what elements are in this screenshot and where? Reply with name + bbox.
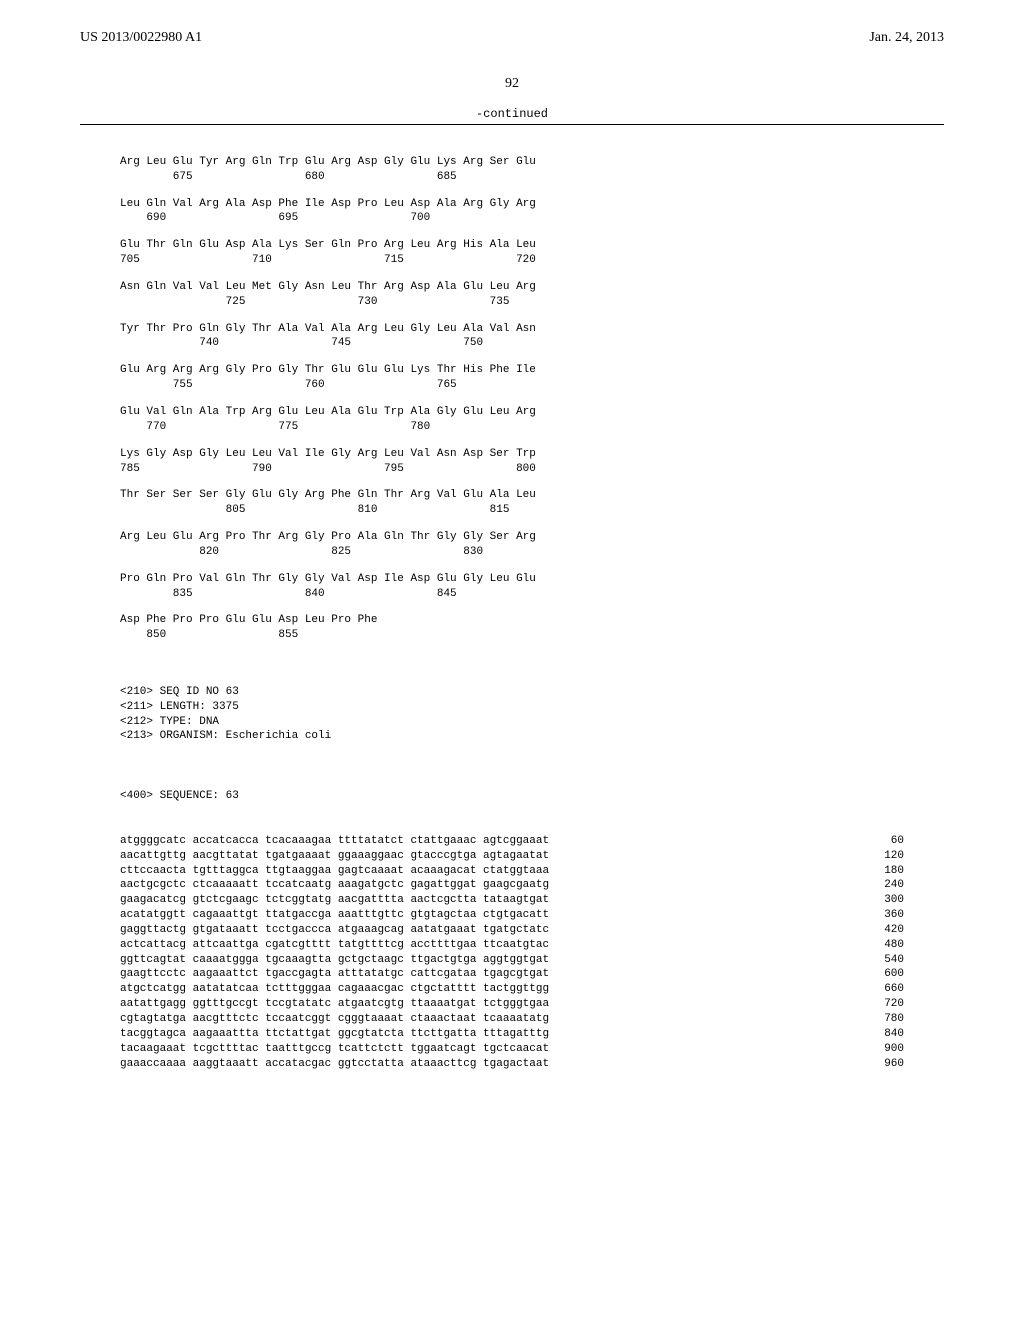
dna-sequence: gaggttactg gtgataaatt tcctgaccca atgaaag… (120, 923, 549, 938)
protein-position-line: 740 745 750 (120, 336, 904, 351)
protein-sequence-line: Glu Val Gln Ala Trp Arg Glu Leu Ala Glu … (120, 405, 904, 420)
dna-sequence: gaagttcctc aagaaattct tgaccgagta atttata… (120, 967, 549, 982)
protein-position-line: 820 825 830 (120, 545, 904, 560)
dna-position: 180 (854, 864, 904, 879)
dna-line: gaagacatcg gtctcgaagc tctcggtatg aacgatt… (120, 893, 904, 908)
dna-sequence: aatattgagg ggtttgccgt tccgtatatc atgaatc… (120, 997, 549, 1012)
seq-header-line: <211> LENGTH: 3375 (120, 700, 904, 715)
dna-position: 360 (854, 908, 904, 923)
dna-sequence: cgtagtatga aacgtttctc tccaatcggt cgggtaa… (120, 1012, 549, 1027)
protein-sequence-line: Arg Leu Glu Arg Pro Thr Arg Gly Pro Ala … (120, 530, 904, 545)
dna-sequence: aacattgttg aacgttatat tgatgaaaat ggaaagg… (120, 849, 549, 864)
dna-position: 600 (854, 967, 904, 982)
seq-header-line: <210> SEQ ID NO 63 (120, 685, 904, 700)
protein-block: Arg Leu Glu Arg Pro Thr Arg Gly Pro Ala … (120, 530, 904, 560)
dna-position: 720 (854, 997, 904, 1012)
dna-position: 240 (854, 878, 904, 893)
seq-header-line: <213> ORGANISM: Escherichia coli (120, 729, 904, 744)
protein-position-line: 690 695 700 (120, 211, 904, 226)
dna-line: tacggtagca aagaaattta ttctattgat ggcgtat… (120, 1027, 904, 1042)
divider (80, 124, 944, 125)
dna-line: atggggcatc accatcacca tcacaaagaa ttttata… (120, 834, 904, 849)
protein-block: Glu Val Gln Ala Trp Arg Glu Leu Ala Glu … (120, 405, 904, 435)
dna-line: ggttcagtat caaaatggga tgcaaagtta gctgcta… (120, 953, 904, 968)
dna-sequence: atggggcatc accatcacca tcacaaagaa ttttata… (120, 834, 549, 849)
protein-sequence-line: Asp Phe Pro Pro Glu Glu Asp Leu Pro Phe (120, 613, 904, 628)
protein-position-line: 705 710 715 720 (120, 253, 904, 268)
dna-sequence: atgctcatgg aatatatcaa tctttgggaa cagaaac… (120, 982, 549, 997)
dna-position: 60 (854, 834, 904, 849)
dna-line: gaagttcctc aagaaattct tgaccgagta atttata… (120, 967, 904, 982)
dna-sequence: tacaagaaat tcgcttttac taatttgccg tcattct… (120, 1042, 549, 1057)
seq-header-line: <212> TYPE: DNA (120, 715, 904, 730)
protein-block: Thr Ser Ser Ser Gly Glu Gly Arg Phe Gln … (120, 488, 904, 518)
dna-sequence: aactgcgctc ctcaaaaatt tccatcaatg aaagatg… (120, 878, 549, 893)
dna-position: 840 (854, 1027, 904, 1042)
protein-sequence-line: Asn Gln Val Val Leu Met Gly Asn Leu Thr … (120, 280, 904, 295)
doc-date: Jan. 24, 2013 (869, 30, 944, 46)
dna-line: aatattgagg ggtttgccgt tccgtatatc atgaatc… (120, 997, 904, 1012)
dna-line: actcattacg attcaattga cgatcgtttt tatgttt… (120, 938, 904, 953)
protein-position-line: 675 680 685 (120, 170, 904, 185)
dna-line: cttccaacta tgtttaggca ttgtaaggaa gagtcaa… (120, 864, 904, 879)
protein-block: Glu Thr Gln Glu Asp Ala Lys Ser Gln Pro … (120, 238, 904, 268)
dna-position: 540 (854, 953, 904, 968)
dna-line: aacattgttg aacgttatat tgatgaaaat ggaaagg… (120, 849, 904, 864)
protein-sequence-line: Arg Leu Glu Tyr Arg Gln Trp Glu Arg Asp … (120, 155, 904, 170)
dna-sequence: tacggtagca aagaaattta ttctattgat ggcgtat… (120, 1027, 549, 1042)
protein-position-line: 805 810 815 (120, 503, 904, 518)
dna-sequence: ggttcagtat caaaatggga tgcaaagtta gctgcta… (120, 953, 549, 968)
protein-sequence-line: Thr Ser Ser Ser Gly Glu Gly Arg Phe Gln … (120, 488, 904, 503)
dna-line: cgtagtatga aacgtttctc tccaatcggt cgggtaa… (120, 1012, 904, 1027)
dna-position: 480 (854, 938, 904, 953)
dna-position: 900 (854, 1042, 904, 1057)
protein-sequence-line: Lys Gly Asp Gly Leu Leu Val Ile Gly Arg … (120, 447, 904, 462)
dna-line: atgctcatgg aatatatcaa tctttgggaa cagaaac… (120, 982, 904, 997)
dna-sequence: gaagacatcg gtctcgaagc tctcggtatg aacgatt… (120, 893, 549, 908)
dna-position: 120 (854, 849, 904, 864)
seq-label: <400> SEQUENCE: 63 (120, 790, 239, 802)
sequence-content: Arg Leu Glu Tyr Arg Gln Trp Glu Arg Asp … (0, 140, 1024, 1086)
protein-sequence-line: Leu Gln Val Arg Ala Asp Phe Ile Asp Pro … (120, 197, 904, 212)
protein-block: Arg Leu Glu Tyr Arg Gln Trp Glu Arg Asp … (120, 155, 904, 185)
dna-sequence: actcattacg attcaattga cgatcgtttt tatgttt… (120, 938, 549, 953)
protein-block: Glu Arg Arg Arg Gly Pro Gly Thr Glu Glu … (120, 363, 904, 393)
protein-block: Lys Gly Asp Gly Leu Leu Val Ile Gly Arg … (120, 447, 904, 477)
protein-position-line: 835 840 845 (120, 587, 904, 602)
protein-sequence-line: Tyr Thr Pro Gln Gly Thr Ala Val Ala Arg … (120, 322, 904, 337)
dna-line: gaggttactg gtgataaatt tcctgaccca atgaaag… (120, 923, 904, 938)
dna-position: 780 (854, 1012, 904, 1027)
page-number: 92 (0, 56, 1024, 107)
protein-sequence-line: Pro Gln Pro Val Gln Thr Gly Gly Val Asp … (120, 572, 904, 587)
protein-block: Tyr Thr Pro Gln Gly Thr Ala Val Ala Arg … (120, 322, 904, 352)
protein-position-line: 755 760 765 (120, 378, 904, 393)
doc-number: US 2013/0022980 A1 (80, 30, 202, 46)
protein-sequence-line: Glu Arg Arg Arg Gly Pro Gly Thr Glu Glu … (120, 363, 904, 378)
dna-sequence: gaaaccaaaa aaggtaaatt accatacgac ggtccta… (120, 1057, 549, 1072)
dna-sequence: acatatggtt cagaaattgt ttatgaccga aaatttg… (120, 908, 549, 923)
protein-block: Asn Gln Val Val Leu Met Gly Asn Leu Thr … (120, 280, 904, 310)
dna-line: gaaaccaaaa aaggtaaatt accatacgac ggtccta… (120, 1057, 904, 1072)
protein-block: Pro Gln Pro Val Gln Thr Gly Gly Val Asp … (120, 572, 904, 602)
dna-line: aactgcgctc ctcaaaaatt tccatcaatg aaagatg… (120, 878, 904, 893)
protein-position-line: 725 730 735 (120, 295, 904, 310)
protein-position-line: 770 775 780 (120, 420, 904, 435)
dna-sequence: cttccaacta tgtttaggca ttgtaaggaa gagtcaa… (120, 864, 549, 879)
continued-label: -continued (0, 107, 1024, 124)
dna-position: 420 (854, 923, 904, 938)
dna-line: acatatggtt cagaaattgt ttatgaccga aaatttg… (120, 908, 904, 923)
dna-position: 300 (854, 893, 904, 908)
protein-position-line: 785 790 795 800 (120, 462, 904, 477)
protein-position-line: 850 855 (120, 628, 904, 643)
dna-line: tacaagaaat tcgcttttac taatttgccg tcattct… (120, 1042, 904, 1057)
dna-position: 660 (854, 982, 904, 997)
protein-sequence-line: Glu Thr Gln Glu Asp Ala Lys Ser Gln Pro … (120, 238, 904, 253)
protein-block: Leu Gln Val Arg Ala Asp Phe Ile Asp Pro … (120, 197, 904, 227)
dna-position: 960 (854, 1057, 904, 1072)
protein-block: Asp Phe Pro Pro Glu Glu Asp Leu Pro Phe … (120, 613, 904, 643)
